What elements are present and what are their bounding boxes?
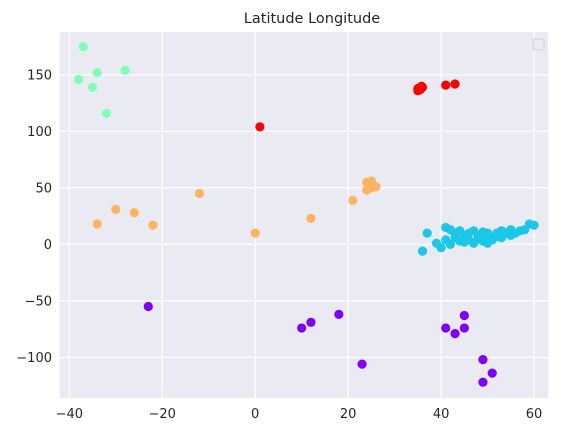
x-tick-label: 40 — [433, 407, 450, 422]
scatter-point — [348, 195, 358, 205]
scatter-point — [441, 323, 451, 333]
scatter-point — [78, 42, 88, 52]
scatter-point — [520, 225, 530, 235]
scatter-point — [459, 310, 469, 321]
scatter-point — [482, 238, 493, 248]
x-tick-label: −40 — [56, 407, 83, 422]
scatter-point — [469, 238, 479, 248]
grid-lines — [60, 32, 548, 398]
y-tick-label: −100 — [16, 351, 52, 366]
scatter-point — [92, 219, 102, 229]
scatter-point — [450, 232, 460, 243]
scatter-point — [478, 354, 488, 365]
data-points — [73, 42, 539, 387]
y-axis-ticks: −100 −50 0 50 100 150 — [16, 68, 52, 365]
plot-area — [60, 32, 548, 398]
scatter-point — [111, 204, 121, 214]
chart-title: Latitude Longitude — [244, 11, 380, 27]
y-tick-label: 0 — [44, 238, 52, 253]
scatter-point — [459, 323, 469, 333]
scatter-point — [441, 80, 451, 90]
scatter-point — [441, 235, 451, 245]
scatter-point — [450, 79, 460, 89]
scatter-point — [306, 213, 316, 223]
scatter-point — [478, 377, 488, 387]
scatter-point — [92, 68, 102, 78]
scatter-point — [255, 122, 265, 132]
scatter-point — [506, 230, 516, 240]
y-tick-label: 100 — [27, 125, 52, 140]
scatter-point — [148, 220, 158, 230]
scatter-point — [417, 246, 428, 256]
y-tick-label: −50 — [25, 294, 52, 309]
legend-box — [532, 38, 545, 51]
x-axis-ticks: −40 −20 0 20 40 60 — [56, 407, 543, 422]
scatter-point — [366, 183, 376, 193]
scatter-point — [194, 188, 205, 199]
scatter-point — [129, 208, 139, 218]
scatter-point — [357, 359, 367, 369]
x-tick-label: 60 — [526, 407, 543, 422]
scatter-point — [101, 108, 112, 118]
scatter-point — [529, 220, 539, 230]
x-tick-label: 0 — [251, 407, 259, 422]
y-tick-label: 50 — [35, 181, 52, 196]
scatter-point — [250, 228, 260, 238]
x-tick-label: −20 — [149, 407, 176, 422]
scatter-point — [416, 81, 427, 91]
scatter-point — [297, 323, 307, 333]
scatter-point — [450, 329, 460, 339]
scatter-point — [459, 237, 469, 247]
scatter-point — [120, 65, 130, 76]
scatter-point — [436, 243, 446, 253]
scatter-point — [87, 82, 98, 92]
y-tick-label: 150 — [27, 68, 52, 83]
scatter-point — [422, 228, 432, 238]
scatter-point — [143, 301, 153, 312]
scatter-point — [492, 228, 502, 238]
scatter-point — [487, 368, 497, 378]
scatter-point — [306, 317, 316, 327]
scatter-point — [73, 74, 84, 85]
scatter-point — [334, 309, 344, 320]
x-tick-label: 20 — [340, 407, 357, 422]
